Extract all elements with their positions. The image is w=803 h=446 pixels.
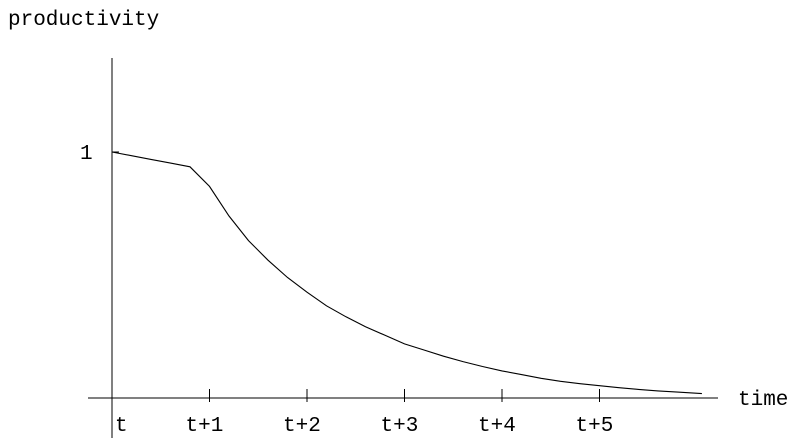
- x-axis-label: time: [738, 389, 788, 412]
- x-tick-label: t+3: [381, 415, 419, 438]
- y-tick-label: 1: [80, 143, 93, 166]
- x-tick-label: t+5: [576, 415, 614, 438]
- y-ticks: 1: [80, 143, 119, 166]
- x-tick-label: t: [115, 415, 128, 438]
- x-tick-label: t+2: [283, 415, 321, 438]
- x-ticks: t t+1 t+2 t+3 t+4 t+5: [115, 389, 613, 438]
- x-tick-label: t+4: [478, 415, 516, 438]
- y-axis-label: productivity: [8, 9, 159, 32]
- productivity-curve: [111, 151, 702, 395]
- x-tick-label: t+1: [186, 415, 224, 438]
